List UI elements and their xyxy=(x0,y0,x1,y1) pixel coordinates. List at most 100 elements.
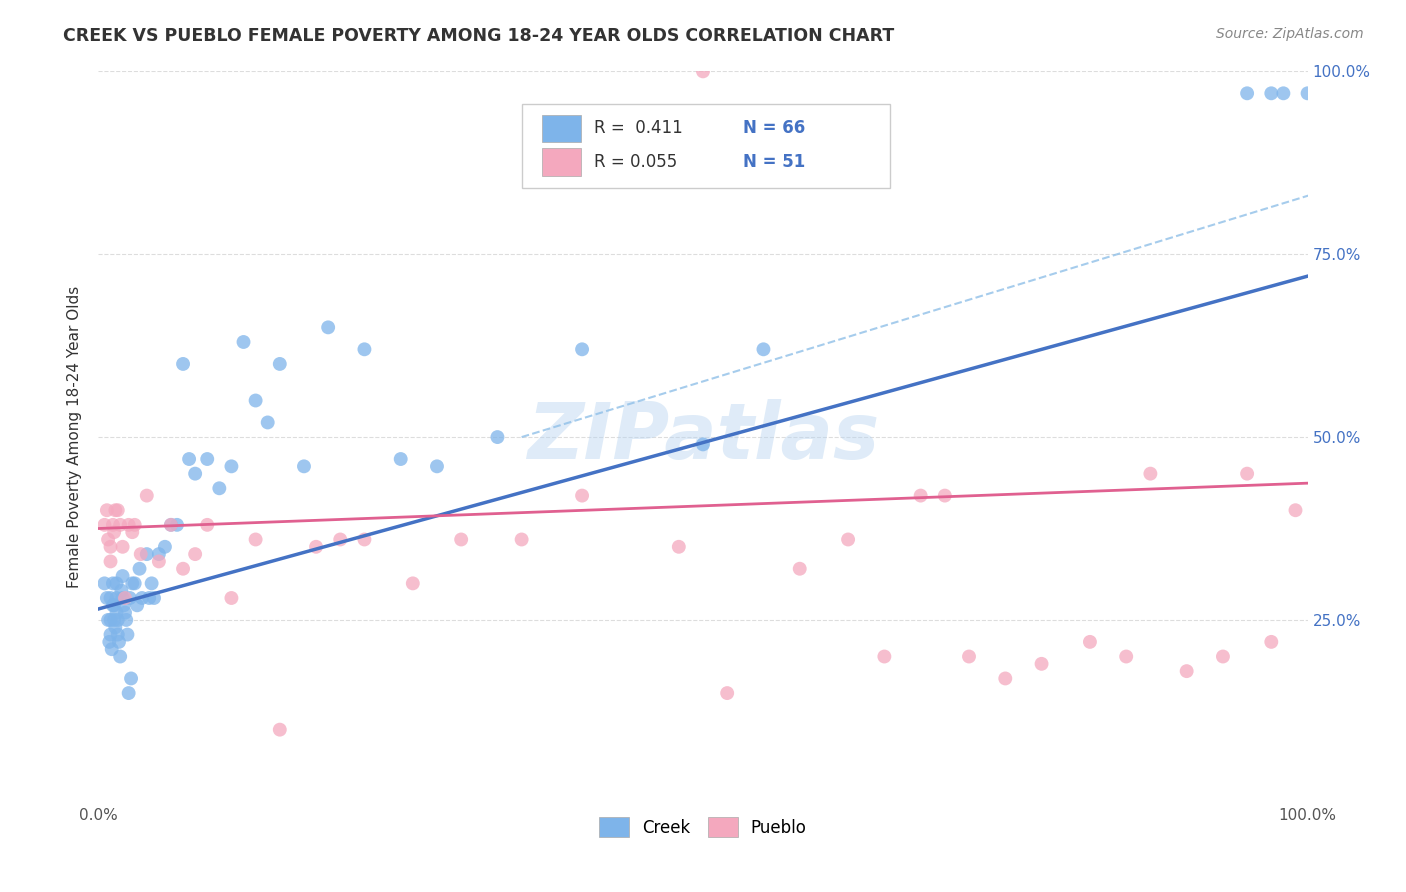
Point xyxy=(195,452,218,467)
Point xyxy=(138,591,160,605)
Point xyxy=(103,525,125,540)
Point xyxy=(100,540,122,554)
Point xyxy=(100,642,122,657)
Point xyxy=(127,599,149,613)
Point xyxy=(112,599,135,613)
Point xyxy=(141,576,163,591)
Point xyxy=(108,517,131,532)
Point xyxy=(269,723,291,737)
Point xyxy=(1284,503,1306,517)
Point xyxy=(353,343,375,357)
Point xyxy=(571,489,593,503)
Point xyxy=(1212,649,1234,664)
Text: R =  0.411: R = 0.411 xyxy=(595,120,683,137)
Point xyxy=(994,672,1017,686)
Point xyxy=(107,503,129,517)
Point xyxy=(172,562,194,576)
Point xyxy=(957,649,980,664)
Point xyxy=(353,533,375,547)
Point xyxy=(120,672,142,686)
Point xyxy=(114,591,136,605)
Point xyxy=(101,576,124,591)
Legend: Creek, Pueblo: Creek, Pueblo xyxy=(591,809,815,846)
Point xyxy=(97,533,120,547)
Point xyxy=(131,591,153,605)
Point xyxy=(571,343,593,357)
Point xyxy=(692,437,714,451)
Point xyxy=(107,613,129,627)
Point xyxy=(100,554,122,568)
Point xyxy=(114,606,136,620)
Point xyxy=(1078,635,1101,649)
Text: R = 0.055: R = 0.055 xyxy=(595,153,678,171)
Point xyxy=(329,533,352,547)
Point xyxy=(208,481,231,495)
Point xyxy=(143,591,166,605)
Point xyxy=(121,525,143,540)
Point xyxy=(111,591,134,605)
Point xyxy=(101,517,124,532)
Point xyxy=(160,517,183,532)
Point xyxy=(111,569,134,583)
Point xyxy=(111,540,134,554)
Point xyxy=(1139,467,1161,481)
Point xyxy=(1236,467,1258,481)
Point xyxy=(305,540,328,554)
Point xyxy=(221,591,243,605)
Point xyxy=(160,517,183,532)
Point xyxy=(184,467,207,481)
FancyBboxPatch shape xyxy=(543,114,581,143)
Y-axis label: Female Poverty Among 18-24 Year Olds: Female Poverty Among 18-24 Year Olds xyxy=(67,286,83,588)
Point xyxy=(118,591,141,605)
Point xyxy=(115,613,138,627)
Point xyxy=(426,459,449,474)
Point xyxy=(402,576,425,591)
Point xyxy=(105,606,128,620)
Point xyxy=(486,430,509,444)
Text: N = 66: N = 66 xyxy=(742,120,806,137)
FancyBboxPatch shape xyxy=(543,148,581,176)
Text: CREEK VS PUEBLO FEMALE POVERTY AMONG 18-24 YEAR OLDS CORRELATION CHART: CREEK VS PUEBLO FEMALE POVERTY AMONG 18-… xyxy=(63,27,894,45)
Point xyxy=(221,459,243,474)
Point xyxy=(117,627,139,641)
Point xyxy=(166,517,188,532)
Point xyxy=(789,562,811,576)
Point xyxy=(105,576,128,591)
Point xyxy=(100,627,122,641)
Point xyxy=(172,357,194,371)
Point xyxy=(179,452,201,467)
Point xyxy=(103,613,125,627)
Point xyxy=(118,686,141,700)
Point xyxy=(103,599,125,613)
Point xyxy=(105,591,128,605)
Point xyxy=(108,649,131,664)
Point xyxy=(232,334,254,349)
Point xyxy=(910,489,932,503)
Point xyxy=(153,540,176,554)
Point xyxy=(1260,635,1282,649)
Point xyxy=(96,591,118,605)
Point xyxy=(93,517,115,532)
Point xyxy=(510,533,533,547)
Point xyxy=(101,599,124,613)
Point xyxy=(934,489,956,503)
Text: N = 51: N = 51 xyxy=(742,153,806,171)
Point xyxy=(124,517,146,532)
Point xyxy=(316,320,339,334)
Point xyxy=(118,517,141,532)
Point xyxy=(1236,87,1258,101)
Text: ZIPatlas: ZIPatlas xyxy=(527,399,879,475)
Point xyxy=(96,503,118,517)
Point xyxy=(148,547,170,561)
Point xyxy=(752,343,775,357)
Point xyxy=(128,562,150,576)
Text: Source: ZipAtlas.com: Source: ZipAtlas.com xyxy=(1216,27,1364,41)
Point xyxy=(98,635,121,649)
FancyBboxPatch shape xyxy=(522,104,890,188)
Point xyxy=(100,591,122,605)
Point xyxy=(104,503,127,517)
Point xyxy=(245,393,267,408)
Point xyxy=(110,583,132,598)
Point xyxy=(256,416,278,430)
Point xyxy=(668,540,690,554)
